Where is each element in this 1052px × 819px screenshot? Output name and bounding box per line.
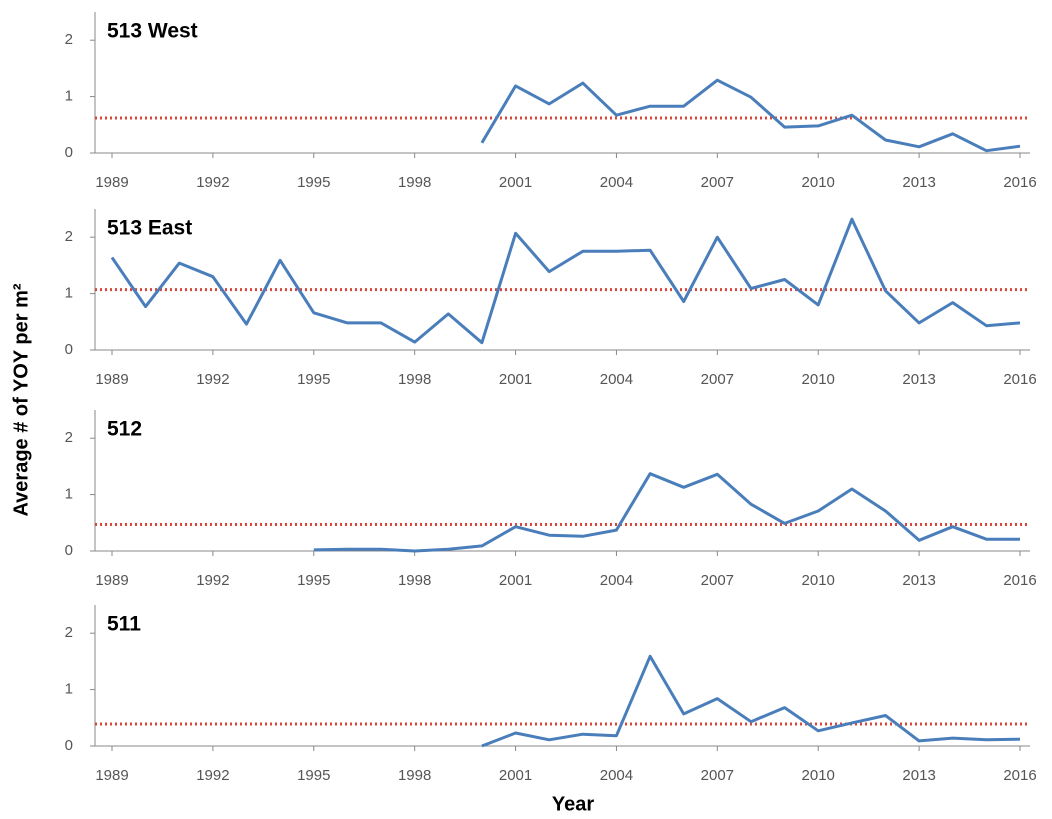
data-line [481, 654, 1021, 748]
x-tick-label: 1998 [398, 767, 431, 784]
x-tick-label: 1998 [398, 174, 431, 191]
y-tick-label: 1 [65, 681, 73, 698]
data-line [313, 472, 1020, 553]
x-tick-label: 1992 [196, 371, 229, 388]
x-tick-label: 2016 [1003, 174, 1036, 191]
data-line [110, 217, 1021, 345]
panel-title: 512 [107, 418, 142, 441]
x-tick-label: 1995 [297, 174, 330, 191]
x-tick-label: 2004 [600, 174, 633, 191]
data-line [480, 78, 1021, 153]
y-tick-label: 0 [65, 542, 73, 559]
x-tick-label: 2004 [600, 767, 633, 784]
x-axis-label: Year [552, 793, 594, 815]
x-tick-label: 2010 [802, 371, 835, 388]
x-tick-label: 2010 [802, 767, 835, 784]
y-tick-label: 1 [65, 285, 73, 302]
x-tick-label: 2013 [902, 572, 935, 589]
x-tick-label: 1998 [398, 371, 431, 388]
x-tick-label: 2016 [1003, 572, 1036, 589]
x-tick-label: 1989 [95, 767, 128, 784]
y-tick-label: 0 [65, 341, 73, 358]
x-tick-label: 2007 [701, 572, 734, 589]
x-tick-label: 1989 [95, 174, 128, 191]
x-tick-label: 1995 [297, 572, 330, 589]
y-tick-label: 0 [65, 144, 73, 161]
x-tick-label: 1995 [297, 767, 330, 784]
panel-title: 513 East [107, 217, 192, 240]
x-tick-label: 2010 [802, 174, 835, 191]
x-tick-label: 1992 [196, 767, 229, 784]
x-tick-label: 2013 [902, 371, 935, 388]
x-tick-label: 1989 [95, 572, 128, 589]
x-tick-label: 2010 [802, 572, 835, 589]
x-tick-label: 2007 [701, 371, 734, 388]
x-tick-label: 2001 [499, 174, 532, 191]
x-tick-label: 2013 [902, 174, 935, 191]
y-tick-label: 2 [65, 429, 73, 446]
x-tick-label: 1992 [196, 174, 229, 191]
x-tick-label: 2013 [902, 767, 935, 784]
x-tick-label: 1998 [398, 572, 431, 589]
x-tick-label: 1992 [196, 572, 229, 589]
y-tick-label: 1 [65, 486, 73, 503]
x-tick-label: 2007 [701, 767, 734, 784]
x-tick-label: 2007 [701, 174, 734, 191]
x-tick-label: 2001 [499, 572, 532, 589]
panel-title: 511 [107, 613, 141, 636]
x-tick-label: 2004 [600, 572, 633, 589]
x-tick-label: 2001 [499, 371, 532, 388]
x-tick-label: 1989 [95, 371, 128, 388]
x-tick-label: 2001 [499, 767, 532, 784]
y-tick-label: 0 [65, 737, 73, 754]
x-tick-label: 2016 [1003, 767, 1036, 784]
y-axis-label: Average # of YOY per m² [10, 283, 32, 516]
y-tick-label: 2 [65, 31, 73, 48]
y-tick-label: 2 [65, 624, 73, 641]
panel-title: 513 West [107, 20, 198, 43]
x-tick-label: 2004 [600, 371, 633, 388]
y-tick-label: 1 [65, 88, 73, 105]
y-tick-label: 2 [65, 228, 73, 245]
x-tick-label: 2016 [1003, 371, 1036, 388]
x-tick-label: 1995 [297, 371, 330, 388]
